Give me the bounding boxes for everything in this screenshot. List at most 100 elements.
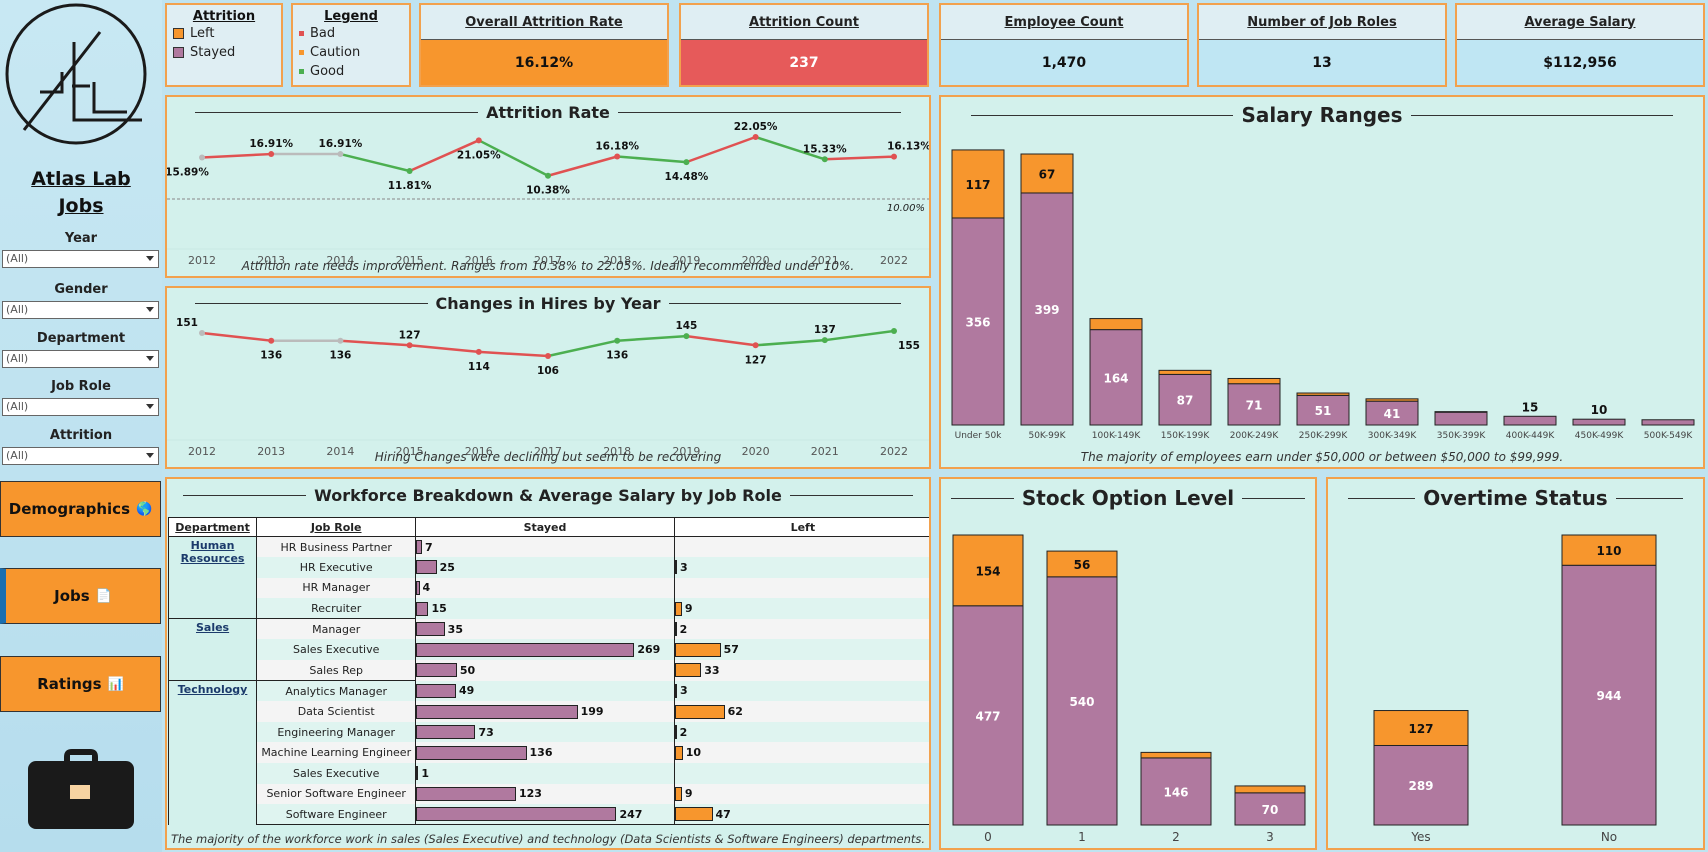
bar-label-stayed: 51	[1315, 404, 1332, 418]
left-cell	[674, 763, 929, 784]
stock-option-panel: Stock Option Level 477 154 0 540 56 1 146 2 70 3	[939, 477, 1317, 850]
left-cell: 47	[674, 804, 929, 826]
data-label: 15.89%	[167, 166, 209, 178]
briefcase-icon	[28, 749, 134, 829]
table-row: Sales Rep 50 33	[169, 660, 929, 681]
x-tick-label: 500K-549K	[1644, 431, 1694, 441]
stayed-value: 50	[459, 663, 476, 677]
filter-select-department[interactable]: (All)	[2, 350, 159, 368]
left-value: 9	[684, 787, 693, 801]
nav-button-ratings[interactable]: Ratings 📊	[0, 656, 161, 712]
bar-left	[1434, 411, 1488, 413]
filter-select-gender[interactable]: (All)	[2, 301, 159, 319]
stayed-bar	[416, 622, 445, 637]
job-role-cell: Sales Executive	[256, 639, 417, 661]
chevron-down-icon	[146, 256, 154, 261]
attrition-rate-panel: Attrition Rate 10.00% 15.89% 2012 16.91% 201…	[165, 95, 931, 278]
attrition-legend: Attrition Left Stayed	[165, 3, 283, 87]
left-value: 62	[727, 705, 743, 719]
x-tick-label: No	[1601, 830, 1617, 844]
x-tick-label: 150K-199K	[1161, 431, 1211, 441]
legend-item-bad: Bad	[299, 24, 409, 43]
series-segment	[409, 139, 480, 173]
x-tick-label: 0	[984, 830, 992, 844]
kpi-title: Attrition Count	[681, 5, 927, 39]
bar-stayed	[1234, 792, 1306, 826]
left-bar	[674, 601, 682, 616]
nav-button-demographics[interactable]: Demographics 🌎	[0, 481, 161, 537]
bar-left	[1296, 392, 1350, 396]
data-point	[821, 156, 828, 163]
x-tick-label: Under 50k	[955, 431, 1003, 441]
data-point	[199, 154, 205, 161]
stayed-value: 199	[580, 705, 604, 719]
table-row: HR Manager 4	[169, 577, 929, 599]
bar-label-stayed: 164	[1103, 371, 1128, 385]
filter-select-job-role[interactable]: (All)	[2, 398, 159, 416]
bar-left	[1561, 534, 1657, 566]
bar-left	[952, 534, 1024, 607]
bar-left	[1365, 398, 1419, 402]
filter-select-year[interactable]: (All)	[2, 250, 159, 268]
stayed-value: 25	[439, 560, 455, 574]
bar-label-left: 56	[1074, 558, 1091, 572]
bar-left	[1158, 369, 1212, 375]
nav-button-label: Demographics	[8, 500, 130, 518]
data-label: 10.38%	[526, 185, 570, 197]
left-bar	[674, 725, 677, 740]
bar-label-stayed: 71	[1246, 398, 1263, 412]
left-value: 3	[680, 684, 688, 698]
hires-title: Changes in Hires by Year	[167, 294, 929, 313]
bar-stayed	[1572, 418, 1626, 426]
data-label: 11.81%	[388, 180, 432, 192]
left-cell: 62	[674, 701, 929, 722]
bar-stayed	[1158, 373, 1212, 426]
legend-item-caution: Caution	[299, 43, 409, 62]
left-cell: 57	[674, 639, 929, 661]
data-label: 21.05%	[457, 149, 501, 161]
x-tick-label: 2020	[742, 254, 770, 267]
chevron-down-icon	[146, 453, 154, 458]
sidebar: Atlas Lab Jobs Year (All) Gender (All) Depar…	[0, 0, 162, 852]
data-point	[545, 353, 551, 359]
job-role-cell: Engineering Manager	[256, 721, 417, 743]
workforce-panel: Workforce Breakdown & Average Salary by …	[165, 477, 931, 850]
data-label: 16.18%	[595, 140, 639, 152]
x-tick-label: 2014	[326, 254, 354, 267]
series-segment	[409, 344, 479, 354]
stayed-value: 15	[431, 602, 447, 616]
series-segment	[201, 331, 272, 342]
bar-label-left: 154	[975, 564, 1000, 578]
stayed-bar	[416, 786, 516, 801]
kpi-job-roles: Number of Job Roles 13	[1197, 3, 1447, 87]
data-point	[475, 137, 482, 144]
bar-stayed	[1296, 394, 1350, 426]
legend-item-good: Good	[299, 62, 409, 81]
series-segment	[617, 155, 687, 164]
x-tick-label: 2017	[534, 445, 562, 458]
bar-left	[951, 149, 1005, 219]
x-tick-label: 50K-99K	[1028, 431, 1066, 441]
x-tick-label: 2013	[257, 254, 285, 267]
data-label: 16.91%	[319, 138, 363, 150]
left-value: 10	[685, 746, 702, 760]
data-point	[683, 333, 690, 340]
x-tick-label: 2017	[534, 254, 562, 267]
nav-button-jobs[interactable]: Jobs 📄	[0, 568, 161, 624]
left-bar	[674, 560, 678, 575]
left-value: 47	[715, 807, 731, 821]
x-tick-label: 2019	[672, 254, 700, 267]
data-label: 136	[260, 350, 282, 362]
filter-select-attrition[interactable]: (All)	[2, 447, 159, 465]
data-point	[752, 134, 759, 140]
x-tick-label: 450K-499K	[1575, 431, 1625, 441]
stayed-cell: 7	[415, 536, 675, 558]
x-tick-label: 2012	[188, 445, 216, 458]
left-bar	[674, 745, 683, 760]
kpi-value: 1,470	[941, 39, 1187, 85]
kpi-value: $112,956	[1457, 39, 1703, 85]
bar-label-stayed: 944	[1596, 689, 1621, 703]
job-role-cell: Software Engineer	[256, 804, 417, 826]
bar-label-stayed: 146	[1163, 785, 1188, 799]
bar-label-stayed: 289	[1408, 779, 1433, 793]
